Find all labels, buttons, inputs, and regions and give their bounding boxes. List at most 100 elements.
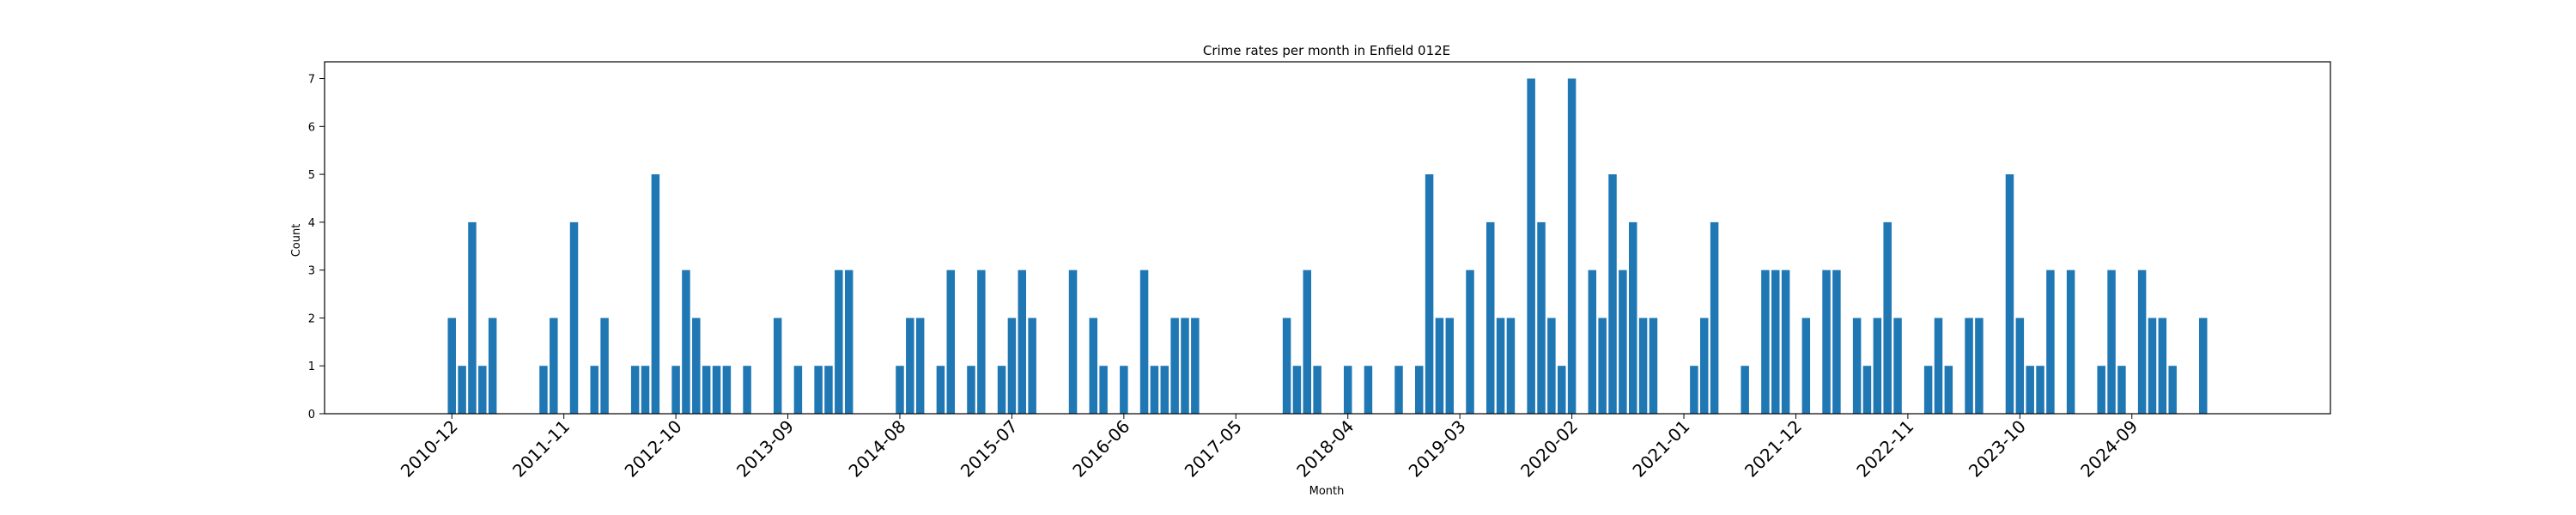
bar-2023-09 [2005, 174, 2014, 414]
bar-2019-10 [1527, 78, 1535, 415]
x-axis-label: Month [1309, 485, 1345, 498]
bar-2018-04 [1343, 366, 1352, 414]
bar-2016-09 [1150, 366, 1159, 414]
bar-2019-04 [1466, 270, 1474, 414]
bar-2017-10 [1282, 318, 1291, 414]
y-tick-label: 1 [308, 360, 315, 373]
bar-2010-12 [447, 318, 456, 414]
bar-2024-12 [2158, 318, 2167, 414]
bar-2013-12 [814, 366, 823, 414]
bar-2022-03 [1822, 270, 1831, 414]
bar-2017-12 [1303, 270, 1312, 414]
bar-2019-01 [1435, 318, 1444, 414]
bar-2020-09 [1638, 318, 1648, 414]
bar-2024-01 [2046, 270, 2055, 414]
bar-2019-11 [1537, 221, 1546, 414]
bar-2013-10 [793, 366, 803, 414]
bar-2024-06 [2097, 366, 2105, 414]
bar-2024-10 [2137, 270, 2147, 414]
bar-2011-09 [539, 366, 548, 414]
bar-2024-08 [2117, 366, 2126, 414]
x-tick-label: 2021-12 [1741, 416, 1806, 482]
bar-2021-09 [1761, 270, 1770, 414]
bar-2021-04 [1710, 221, 1719, 414]
bar-2016-01 [1068, 270, 1078, 414]
bar-2016-08 [1139, 270, 1149, 414]
bar-2020-10 [1649, 318, 1658, 414]
bar-2011-04 [488, 318, 497, 414]
x-tick-label: 2016-06 [1068, 416, 1133, 482]
bar-2022-04 [1832, 270, 1841, 414]
bar-2022-07 [1862, 366, 1872, 414]
bar-2018-11 [1414, 366, 1424, 414]
bar-2014-02 [835, 270, 843, 414]
y-tick-label: 3 [308, 265, 315, 278]
bar-2023-12 [2036, 366, 2044, 414]
x-tick-label: 2020-02 [1516, 416, 1582, 482]
y-tick-label: 5 [308, 169, 315, 182]
bar-2020-04 [1588, 270, 1597, 414]
bar-2015-03 [967, 366, 975, 414]
bar-2012-11 [682, 270, 690, 414]
x-axis: 2010-12 2011-11 2012-10 2013-09 2014-08 2015-… [397, 414, 2142, 482]
bar-2020-02 [1567, 78, 1577, 415]
bar-2019-02 [1445, 318, 1455, 414]
y-axis: 0 1 2 3 4 5 6 7 [308, 74, 325, 421]
bar-2011-03 [478, 366, 487, 414]
bar-2013-05 [743, 366, 751, 414]
bar-2023-01 [1923, 366, 1933, 414]
bar-2022-01 [1801, 318, 1811, 414]
bar-2025-04 [2199, 318, 2208, 414]
x-tick-label: 2014-08 [844, 416, 909, 482]
bar-2015-08 [1018, 270, 1027, 414]
bar-2016-04 [1099, 366, 1108, 414]
bar-2021-03 [1700, 318, 1709, 414]
bar-2023-03 [1944, 366, 1953, 414]
bar-2023-05 [1965, 318, 1973, 414]
bar-2014-12 [936, 366, 945, 414]
bar-2022-09 [1883, 221, 1892, 414]
y-tick-label: 0 [308, 409, 315, 421]
x-tick-label: 2017-05 [1181, 416, 1246, 482]
bar-2019-07 [1496, 318, 1505, 414]
bar-2012-08 [651, 174, 660, 414]
bar-2011-02 [468, 221, 477, 414]
bar-2015-01 [946, 270, 956, 414]
plot-area-frame [324, 61, 2331, 415]
bar-2012-02 [590, 366, 598, 414]
bar-2021-07 [1741, 366, 1749, 414]
bar-2020-05 [1598, 318, 1607, 414]
bar-2020-06 [1608, 174, 1617, 414]
bar-2019-08 [1506, 318, 1516, 414]
y-tick-label: 4 [308, 217, 315, 230]
bar-2022-06 [1852, 318, 1862, 414]
bar-2018-06 [1364, 366, 1373, 414]
bar-2024-07 [2107, 270, 2116, 414]
bar-2013-03 [722, 366, 732, 414]
bar-2023-02 [1934, 318, 1943, 414]
bar-2020-07 [1619, 270, 1627, 414]
bar-2014-09 [906, 318, 914, 414]
bar-2012-12 [692, 318, 701, 414]
bar-2012-10 [671, 366, 680, 414]
bar-2024-03 [2066, 270, 2075, 414]
bar-2015-06 [997, 366, 1006, 414]
bar-2022-08 [1873, 318, 1882, 414]
x-tick-label: 2021-01 [1628, 416, 1693, 482]
bar-2018-12 [1425, 174, 1434, 414]
bars-group [447, 78, 2208, 415]
bar-2011-01 [458, 366, 466, 414]
bar-2019-06 [1485, 221, 1495, 414]
bar-2014-01 [824, 366, 833, 414]
y-tick-label: 6 [308, 121, 315, 134]
x-tick-label: 2022-11 [1852, 416, 1917, 482]
bar-2022-10 [1893, 318, 1902, 414]
bar-2013-01 [702, 366, 711, 414]
bar-2017-01 [1191, 318, 1200, 414]
bar-2016-10 [1160, 366, 1170, 414]
x-tick-label: 2013-09 [732, 416, 798, 482]
bar-2021-02 [1690, 366, 1698, 414]
bar-2011-10 [550, 318, 558, 414]
bar-2018-09 [1394, 366, 1403, 414]
